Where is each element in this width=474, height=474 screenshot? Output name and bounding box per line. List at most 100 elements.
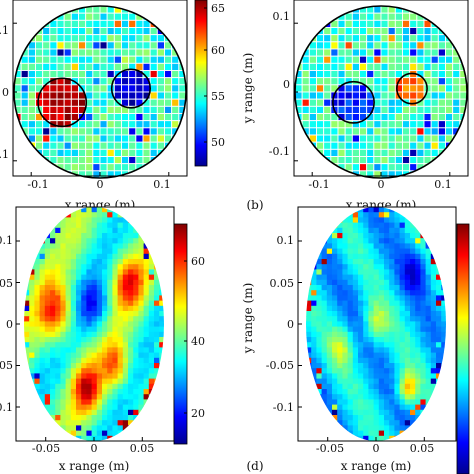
panel-a-pixel bbox=[106, 113, 115, 122]
panel-a-pixel bbox=[106, 84, 115, 93]
panel-d-ytick-1: 0.05 bbox=[270, 277, 295, 290]
panel-c-pixel bbox=[55, 415, 61, 421]
panel-c-pixel bbox=[107, 363, 113, 369]
panel-c-pixel bbox=[96, 243, 103, 249]
panel-b-pixel bbox=[380, 127, 389, 136]
panel-a-pixel bbox=[20, 120, 29, 129]
panel-c-pixel bbox=[60, 331, 66, 338]
panel-d-pixel bbox=[373, 248, 380, 255]
panel-a-pixel bbox=[78, 27, 87, 36]
panel-b-pixel bbox=[380, 48, 389, 57]
panel-c-pixel bbox=[34, 264, 40, 270]
panel-b-pixel bbox=[308, 55, 317, 64]
panel-d-pixel bbox=[342, 409, 348, 416]
panel-c-pixel bbox=[102, 409, 108, 416]
panel-b-pixel bbox=[387, 84, 396, 93]
panel-d-pixel bbox=[404, 368, 411, 374]
panel-d-ytick-0: 0.1 bbox=[277, 234, 295, 247]
panel-b-pixel bbox=[323, 91, 332, 100]
panel-b-pixel bbox=[366, 141, 375, 150]
panel-b-pixel bbox=[430, 48, 439, 57]
panel-c-pixel bbox=[34, 290, 40, 296]
panel-d-pixel bbox=[316, 253, 322, 260]
panel-d-pixel bbox=[342, 347, 348, 353]
panel-d-pixel bbox=[337, 321, 343, 327]
panel-c-pixel bbox=[44, 373, 51, 379]
panel-c-pixel bbox=[128, 415, 134, 421]
panel-d-pixel bbox=[373, 274, 380, 281]
panel-d-pixel bbox=[332, 269, 338, 275]
panel-d-pixel bbox=[358, 274, 364, 281]
panel-b-pixel bbox=[437, 70, 446, 79]
panel-d-pixel bbox=[378, 435, 385, 441]
panel-a-pixel bbox=[42, 12, 51, 21]
panel-c-pixel bbox=[96, 321, 103, 327]
panel-a-pixel bbox=[128, 41, 137, 50]
panel-c-pixel bbox=[50, 274, 56, 281]
panel-c-pixel bbox=[86, 430, 92, 437]
panel-c-pixel bbox=[122, 409, 129, 416]
panel-c-pixel bbox=[159, 300, 164, 307]
panel-d-pixel bbox=[378, 415, 385, 421]
panel-d-pixel bbox=[368, 227, 374, 234]
panel-c-pixel bbox=[122, 331, 129, 338]
panel-c-pixel bbox=[34, 285, 40, 291]
panel-c-pixel bbox=[133, 290, 139, 296]
panel-c-pixel bbox=[128, 389, 134, 395]
panel-d-pixel bbox=[415, 352, 421, 359]
panel-c-pixel bbox=[117, 347, 124, 353]
panel-d-pixel bbox=[389, 399, 395, 405]
panel-c-pixel bbox=[122, 233, 129, 239]
panel-c-pixel bbox=[117, 378, 124, 385]
panel-b-pixel bbox=[430, 27, 439, 36]
panel-d-pixel bbox=[399, 274, 406, 281]
panel-d-pixel bbox=[321, 305, 328, 312]
panel-d-pixel bbox=[441, 347, 446, 353]
panel-d-pixel bbox=[389, 409, 395, 416]
panel-b-pixel bbox=[301, 113, 310, 122]
panel-b-pixel bbox=[423, 27, 432, 36]
panel-d-pixel bbox=[373, 321, 380, 327]
panel-c-pixel bbox=[128, 357, 134, 364]
panel-c-pixel bbox=[34, 300, 40, 307]
panel-b-pixel bbox=[380, 27, 389, 36]
panel-c-pixel bbox=[55, 420, 61, 426]
panel-a-pixel bbox=[70, 70, 79, 79]
panel-d-pixel bbox=[399, 285, 406, 291]
panel-c-pixel bbox=[44, 311, 51, 317]
panel-d-pixel bbox=[410, 321, 416, 327]
panel-d-xtick-2: 0.05 bbox=[410, 442, 435, 455]
panel-a-pixel bbox=[56, 84, 65, 93]
panel-c-pixel bbox=[60, 326, 66, 333]
panel-b-pixel bbox=[430, 62, 439, 71]
panel-d-pixel bbox=[425, 295, 432, 301]
panel-b-pixel bbox=[402, 127, 411, 136]
panel-c-pixel bbox=[133, 399, 139, 405]
panel-a-pixel bbox=[27, 113, 36, 122]
panel-c-pixel bbox=[60, 274, 66, 281]
panel-c-pixel bbox=[96, 342, 103, 348]
panel-b-pixel bbox=[394, 12, 403, 21]
panel-c-pixel bbox=[55, 347, 61, 353]
panel-b-pixel bbox=[373, 6, 382, 14]
panel-a-pixel bbox=[171, 120, 180, 129]
panel-d-pixel bbox=[378, 300, 385, 307]
panel-b-pixel bbox=[351, 27, 360, 36]
panel-c-pixel bbox=[24, 337, 30, 343]
panel-a-pixel bbox=[35, 48, 44, 57]
panel-d-pixel bbox=[332, 347, 338, 353]
panel-c-pixel bbox=[122, 253, 129, 260]
panel-c-pixel bbox=[122, 337, 129, 343]
panel-d-pixel bbox=[337, 337, 343, 343]
panel-b-pixel bbox=[409, 163, 418, 172]
panel-c-colorbar-tick-1: 40 bbox=[191, 335, 205, 348]
panel-b-pixel bbox=[301, 34, 310, 43]
panel-c-pixel bbox=[148, 373, 155, 379]
panel-c-pixel bbox=[50, 238, 56, 244]
panel-c-pixel bbox=[50, 378, 56, 385]
panel-c-pixel bbox=[70, 222, 77, 229]
panel-c-pixel bbox=[102, 264, 108, 270]
panel-b-pixel bbox=[394, 113, 403, 122]
panel-a-pixel bbox=[99, 113, 108, 122]
panel-d-pixel bbox=[436, 290, 442, 296]
